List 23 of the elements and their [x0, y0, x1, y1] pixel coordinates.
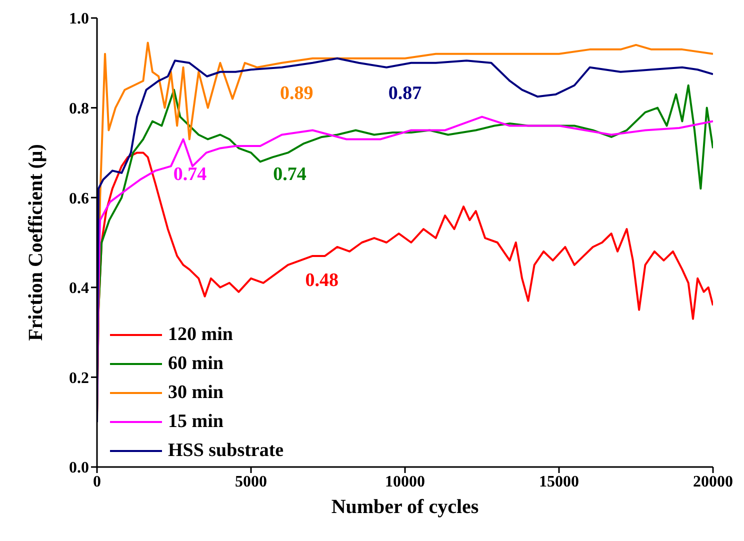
legend-label: 120 min [168, 323, 233, 347]
legend-label: 15 min [168, 410, 224, 434]
annotation: 0.87 [388, 83, 422, 106]
y-tick-label: 0.4 [69, 280, 89, 298]
y-tick-label: 1.0 [69, 10, 89, 28]
legend-label: HSS substrate [168, 439, 284, 463]
annotation: 0.89 [280, 83, 314, 106]
x-tick-label: 5000 [235, 473, 267, 490]
annotation: 0.48 [305, 270, 338, 292]
x-tick-label: 0 [93, 473, 101, 490]
legend-label: 60 min [168, 352, 224, 376]
annotation: 0.74 [173, 164, 207, 186]
y-tick-label: 0.8 [69, 100, 89, 118]
x-tick-label: 20000 [693, 473, 733, 490]
y-tick-label: 0.2 [69, 370, 89, 387]
y-axis-title: Friction Coefficient (μ) [25, 144, 48, 341]
x-axis-title: Number of cycles [331, 496, 479, 518]
annotation: 0.74 [273, 164, 306, 186]
x-tick-label: 10000 [385, 473, 425, 490]
y-tick-label: 0.6 [69, 190, 89, 208]
y-tick-label: 0.0 [69, 460, 89, 477]
x-tick-label: 15000 [539, 473, 579, 490]
legend-label: 30 min [168, 381, 224, 405]
